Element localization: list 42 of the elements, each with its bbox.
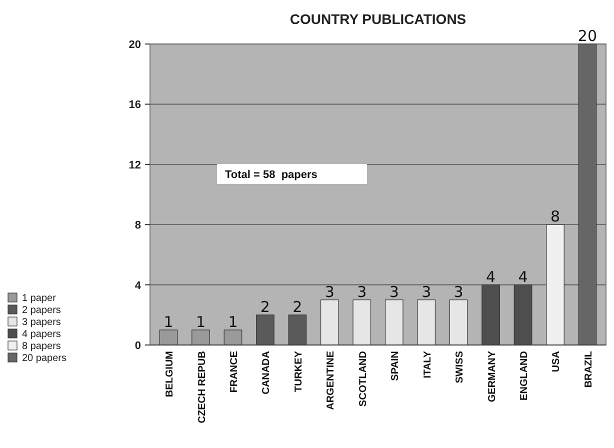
chart-title: COUNTRY PUBLICATIONS [290,11,466,27]
data-label: 3 [422,282,432,301]
x-tick-label: SCOTLAND [358,351,369,407]
annotation: Total = 58 papers [225,169,318,181]
data-label: 2 [292,298,302,316]
data-label: 2 [260,298,270,316]
y-tick-label: 12 [128,159,141,172]
y-tick-label: 4 [134,280,142,292]
x-tick-label: USA [551,351,562,372]
x-tick-label: CZECH REPUB [196,351,208,424]
legend-label: 4 papers [22,329,61,340]
x-tick-label: BRAZIL [583,351,594,388]
x-tick-label: ITALY [422,350,434,378]
x-tick-label: FRANCE [228,350,240,393]
x-tick-label: SPAIN [390,351,402,381]
x-tick-label: GERMANY [486,350,498,402]
y-tick-label: 20 [128,39,141,51]
data-label: 1 [164,312,174,331]
x-tick-label: ARGENTINE [326,350,337,410]
data-label: 4 [518,268,528,286]
data-label: 3 [389,282,399,301]
data-label: 4 [486,268,496,286]
data-label: 3 [324,282,334,301]
x-tick-label: CANADA [261,351,272,394]
legend-label: 8 papers [22,341,61,352]
legend-label: 3 papers [22,317,61,328]
legend-label: 20 papers [22,353,66,364]
x-tick-label: TURKEY [293,350,304,392]
y-tick-label: 8 [134,220,141,232]
y-tick-label: 0 [134,340,141,352]
x-tick-label: SWISS [454,350,466,384]
y-tick-label: 16 [128,99,141,112]
x-tick-label: ENGLAND [519,351,530,400]
legend-label: 1 paper [22,293,57,304]
data-label: 1 [228,312,238,331]
data-label: 8 [550,208,560,226]
data-label: 3 [357,282,367,301]
x-tick-label: BELGIUM [164,351,176,398]
data-label: 1 [196,312,206,331]
legend-label: 2 papers [22,305,61,316]
data-label: 20 [578,27,598,45]
data-label: 3 [454,282,464,301]
